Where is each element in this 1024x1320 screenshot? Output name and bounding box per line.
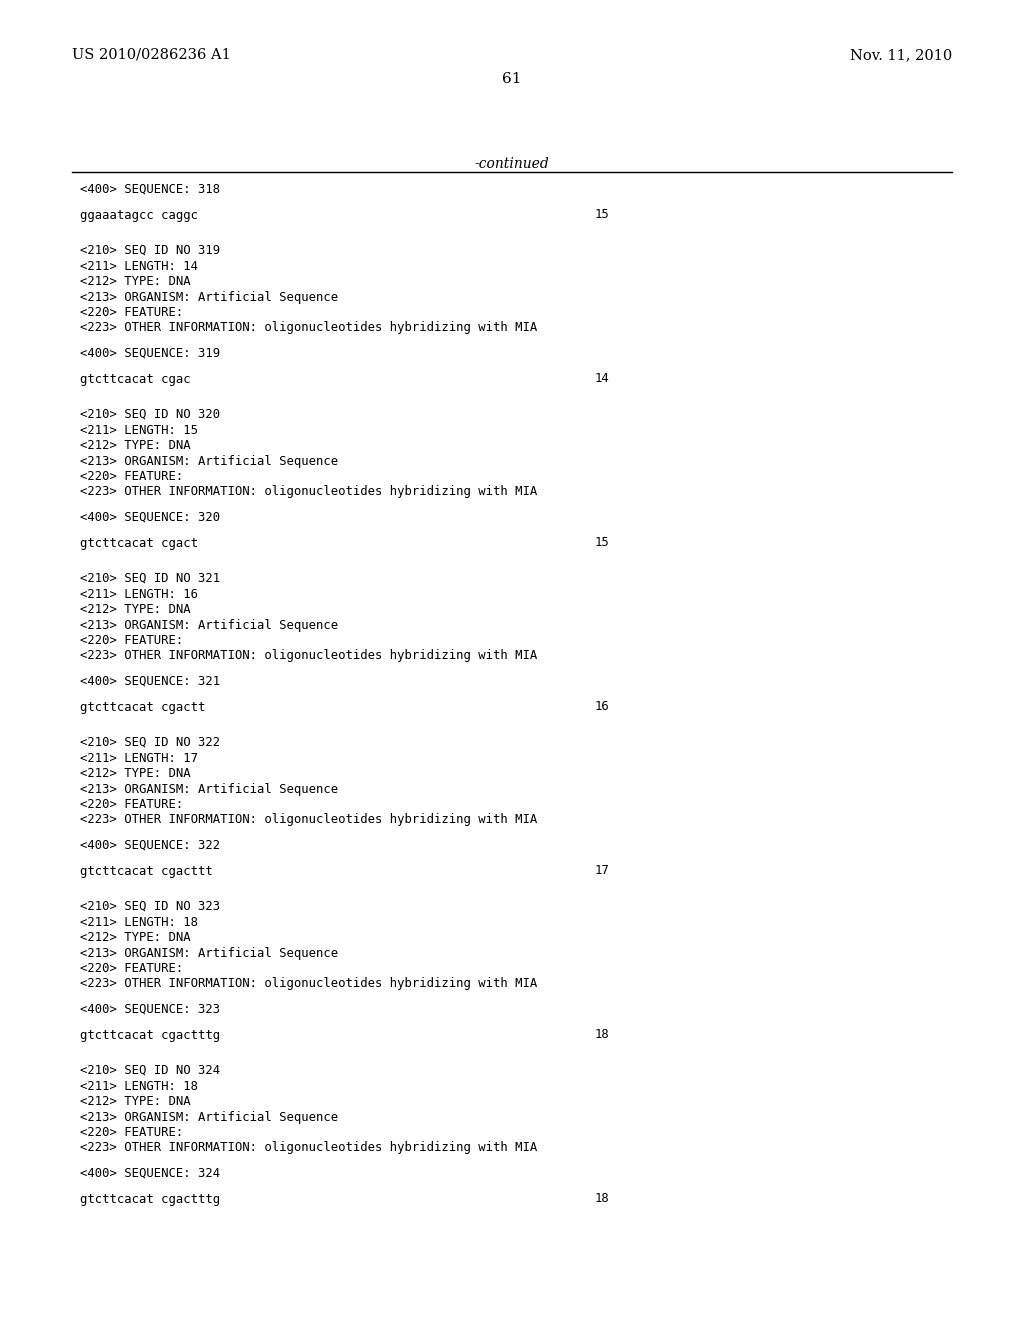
- Text: <210> SEQ ID NO 319: <210> SEQ ID NO 319: [80, 244, 220, 257]
- Text: <400> SEQUENCE: 323: <400> SEQUENCE: 323: [80, 1003, 220, 1016]
- Text: <213> ORGANISM: Artificial Sequence: <213> ORGANISM: Artificial Sequence: [80, 619, 338, 631]
- Text: <400> SEQUENCE: 321: <400> SEQUENCE: 321: [80, 675, 220, 688]
- Text: -continued: -continued: [475, 157, 549, 172]
- Text: <210> SEQ ID NO 322: <210> SEQ ID NO 322: [80, 737, 220, 748]
- Text: <400> SEQUENCE: 318: <400> SEQUENCE: 318: [80, 183, 220, 195]
- Text: <213> ORGANISM: Artificial Sequence: <213> ORGANISM: Artificial Sequence: [80, 454, 338, 467]
- Text: <400> SEQUENCE: 319: <400> SEQUENCE: 319: [80, 347, 220, 360]
- Text: <400> SEQUENCE: 322: <400> SEQUENCE: 322: [80, 840, 220, 851]
- Text: <220> FEATURE:: <220> FEATURE:: [80, 634, 183, 647]
- Text: <212> TYPE: DNA: <212> TYPE: DNA: [80, 603, 190, 616]
- Text: gtcttcacat cgactttg: gtcttcacat cgactttg: [80, 1028, 220, 1041]
- Text: <220> FEATURE:: <220> FEATURE:: [80, 799, 183, 810]
- Text: <220> FEATURE:: <220> FEATURE:: [80, 1126, 183, 1139]
- Text: <212> TYPE: DNA: <212> TYPE: DNA: [80, 767, 190, 780]
- Text: <220> FEATURE:: <220> FEATURE:: [80, 962, 183, 975]
- Text: <223> OTHER INFORMATION: oligonucleotides hybridizing with MIA: <223> OTHER INFORMATION: oligonucleotide…: [80, 649, 538, 663]
- Text: <223> OTHER INFORMATION: oligonucleotides hybridizing with MIA: <223> OTHER INFORMATION: oligonucleotide…: [80, 322, 538, 334]
- Text: 18: 18: [595, 1028, 609, 1041]
- Text: gtcttcacat cgactt: gtcttcacat cgactt: [80, 701, 206, 714]
- Text: <223> OTHER INFORMATION: oligonucleotides hybridizing with MIA: <223> OTHER INFORMATION: oligonucleotide…: [80, 486, 538, 499]
- Text: <210> SEQ ID NO 324: <210> SEQ ID NO 324: [80, 1064, 220, 1077]
- Text: <212> TYPE: DNA: <212> TYPE: DNA: [80, 1096, 190, 1107]
- Text: <213> ORGANISM: Artificial Sequence: <213> ORGANISM: Artificial Sequence: [80, 1110, 338, 1123]
- Text: <210> SEQ ID NO 321: <210> SEQ ID NO 321: [80, 572, 220, 585]
- Text: 17: 17: [595, 865, 609, 878]
- Text: <211> LENGTH: 15: <211> LENGTH: 15: [80, 424, 198, 437]
- Text: 14: 14: [595, 372, 609, 385]
- Text: 61: 61: [502, 73, 522, 86]
- Text: <213> ORGANISM: Artificial Sequence: <213> ORGANISM: Artificial Sequence: [80, 946, 338, 960]
- Text: <213> ORGANISM: Artificial Sequence: <213> ORGANISM: Artificial Sequence: [80, 290, 338, 304]
- Text: <400> SEQUENCE: 324: <400> SEQUENCE: 324: [80, 1167, 220, 1180]
- Text: <211> LENGTH: 18: <211> LENGTH: 18: [80, 916, 198, 928]
- Text: 15: 15: [595, 536, 609, 549]
- Text: <223> OTHER INFORMATION: oligonucleotides hybridizing with MIA: <223> OTHER INFORMATION: oligonucleotide…: [80, 978, 538, 990]
- Text: <220> FEATURE:: <220> FEATURE:: [80, 306, 183, 319]
- Text: gtcttcacat cgact: gtcttcacat cgact: [80, 536, 198, 549]
- Text: gtcttcacat cgactttg: gtcttcacat cgactttg: [80, 1192, 220, 1205]
- Text: gtcttcacat cgac: gtcttcacat cgac: [80, 372, 190, 385]
- Text: <211> LENGTH: 17: <211> LENGTH: 17: [80, 751, 198, 764]
- Text: <210> SEQ ID NO 320: <210> SEQ ID NO 320: [80, 408, 220, 421]
- Text: <211> LENGTH: 14: <211> LENGTH: 14: [80, 260, 198, 272]
- Text: 16: 16: [595, 701, 609, 714]
- Text: <223> OTHER INFORMATION: oligonucleotides hybridizing with MIA: <223> OTHER INFORMATION: oligonucleotide…: [80, 1142, 538, 1155]
- Text: <220> FEATURE:: <220> FEATURE:: [80, 470, 183, 483]
- Text: <400> SEQUENCE: 320: <400> SEQUENCE: 320: [80, 511, 220, 524]
- Text: <213> ORGANISM: Artificial Sequence: <213> ORGANISM: Artificial Sequence: [80, 783, 338, 796]
- Text: <212> TYPE: DNA: <212> TYPE: DNA: [80, 275, 190, 288]
- Text: 18: 18: [595, 1192, 609, 1205]
- Text: gtcttcacat cgacttt: gtcttcacat cgacttt: [80, 865, 213, 878]
- Text: <211> LENGTH: 16: <211> LENGTH: 16: [80, 587, 198, 601]
- Text: <212> TYPE: DNA: <212> TYPE: DNA: [80, 440, 190, 451]
- Text: <223> OTHER INFORMATION: oligonucleotides hybridizing with MIA: <223> OTHER INFORMATION: oligonucleotide…: [80, 813, 538, 826]
- Text: 15: 15: [595, 209, 609, 222]
- Text: <211> LENGTH: 18: <211> LENGTH: 18: [80, 1080, 198, 1093]
- Text: <212> TYPE: DNA: <212> TYPE: DNA: [80, 931, 190, 944]
- Text: Nov. 11, 2010: Nov. 11, 2010: [850, 48, 952, 62]
- Text: <210> SEQ ID NO 323: <210> SEQ ID NO 323: [80, 900, 220, 913]
- Text: ggaaatagcc caggc: ggaaatagcc caggc: [80, 209, 198, 222]
- Text: US 2010/0286236 A1: US 2010/0286236 A1: [72, 48, 230, 62]
